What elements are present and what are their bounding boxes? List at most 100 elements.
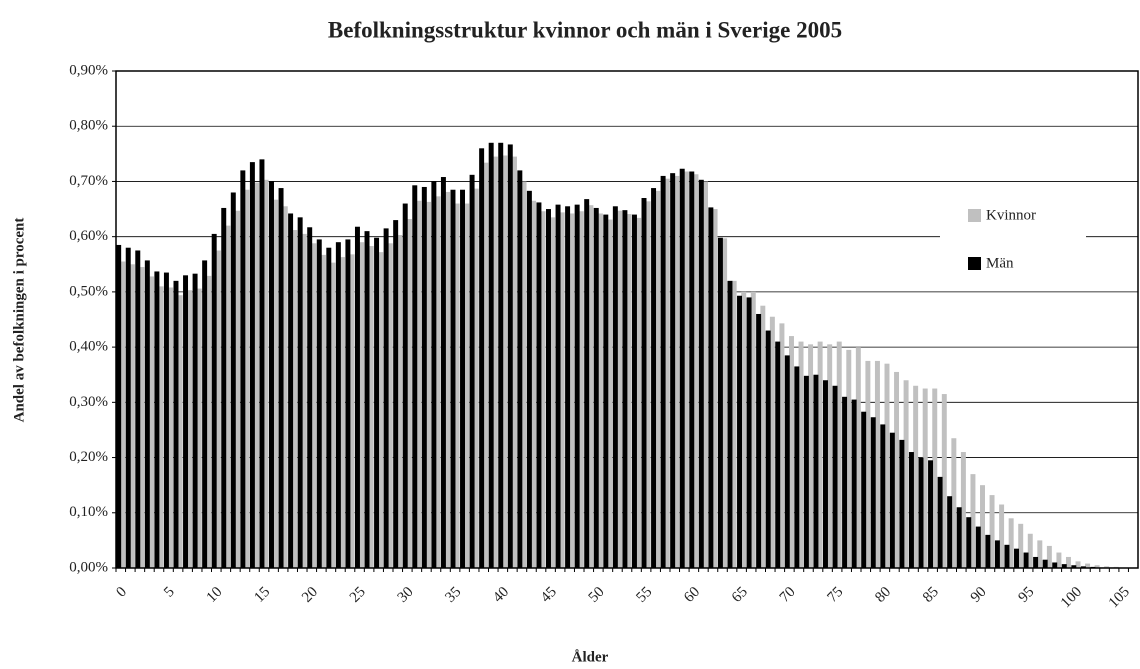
bar: [999, 504, 1005, 568]
bar: [1061, 564, 1067, 568]
bar: [865, 360, 871, 568]
bar: [641, 198, 647, 568]
bar: [320, 254, 326, 568]
bar: [994, 540, 1000, 568]
bar: [464, 203, 470, 569]
bar: [808, 344, 814, 568]
bar: [670, 173, 676, 568]
legend-swatch: [968, 257, 981, 270]
x-tick-label: 45: [538, 584, 560, 606]
bar: [202, 260, 208, 568]
bar: [855, 347, 861, 568]
bar: [421, 186, 427, 568]
bar: [626, 214, 632, 568]
y-tick-label: 0,70%: [69, 173, 108, 189]
bar: [177, 295, 183, 568]
y-tick-label: 0,80%: [69, 118, 108, 134]
bar: [913, 385, 919, 568]
bar: [966, 517, 972, 568]
bar: [922, 388, 928, 568]
bar: [894, 371, 900, 568]
bar: [297, 217, 303, 569]
bar: [469, 174, 475, 568]
bar: [235, 210, 240, 568]
legend-label: Män: [986, 255, 1014, 271]
bar: [651, 188, 657, 568]
y-tick-label: 0,30%: [69, 394, 108, 410]
bar: [483, 162, 489, 568]
bar: [1052, 562, 1058, 568]
bar: [230, 192, 236, 568]
bar: [960, 452, 966, 568]
bar: [402, 203, 408, 569]
bar: [975, 526, 981, 568]
bar: [154, 271, 160, 568]
y-tick-label: 0,20%: [69, 449, 108, 465]
x-tick-label: 80: [872, 584, 894, 606]
bar: [1033, 556, 1039, 568]
bar: [603, 214, 609, 569]
bar: [244, 189, 250, 568]
bar: [574, 204, 580, 569]
bar: [550, 217, 556, 569]
bar: [655, 190, 661, 569]
bar: [617, 210, 623, 568]
bar: [1094, 565, 1100, 568]
bar: [874, 360, 880, 568]
bar: [717, 237, 723, 568]
bar: [221, 207, 227, 568]
bar: [129, 264, 135, 568]
bar: [540, 211, 546, 568]
bar: [712, 209, 718, 569]
bar: [1004, 544, 1010, 568]
plot-frame: [115, 70, 1139, 569]
bar: [703, 181, 708, 568]
bar: [521, 181, 527, 568]
bar: [502, 155, 508, 569]
bar: [378, 252, 384, 568]
bar: [584, 199, 590, 569]
bar: [970, 474, 976, 568]
x-tick-label: 95: [1015, 584, 1037, 606]
bar: [956, 507, 962, 568]
bar: [765, 330, 771, 568]
bar: [292, 230, 298, 569]
x-tick-label: 70: [777, 584, 799, 606]
bar: [445, 191, 451, 569]
bar: [899, 439, 905, 568]
bar: [741, 291, 747, 568]
bar: [689, 171, 695, 568]
bar: [460, 189, 466, 568]
bar: [1014, 548, 1019, 568]
bar: [1071, 565, 1077, 568]
bar: [989, 495, 995, 568]
bar: [1037, 540, 1043, 568]
bar: [473, 188, 479, 568]
bar: [784, 355, 790, 568]
bar: [278, 188, 284, 568]
bar: [330, 262, 336, 568]
bar: [861, 411, 867, 568]
bar: [683, 171, 689, 568]
y-tick-label: 0,90%: [69, 62, 108, 78]
bar: [578, 211, 584, 568]
x-tick-label: 20: [299, 584, 321, 606]
bar: [760, 305, 766, 568]
bar: [937, 476, 943, 568]
bar: [1075, 561, 1081, 568]
x-tick-label: 75: [824, 584, 846, 606]
bar: [1104, 566, 1110, 568]
bar: [1085, 563, 1091, 568]
bar: [440, 177, 446, 568]
bar: [1008, 518, 1014, 568]
bar: [1042, 559, 1048, 568]
bar: [1065, 556, 1071, 568]
bar: [727, 280, 733, 568]
x-tick-label: 90: [968, 584, 990, 606]
x-axis-label: Ålder: [572, 649, 609, 665]
bar: [349, 254, 355, 569]
bar: [1027, 533, 1033, 568]
bar: [1046, 545, 1052, 568]
bar: [273, 199, 279, 568]
